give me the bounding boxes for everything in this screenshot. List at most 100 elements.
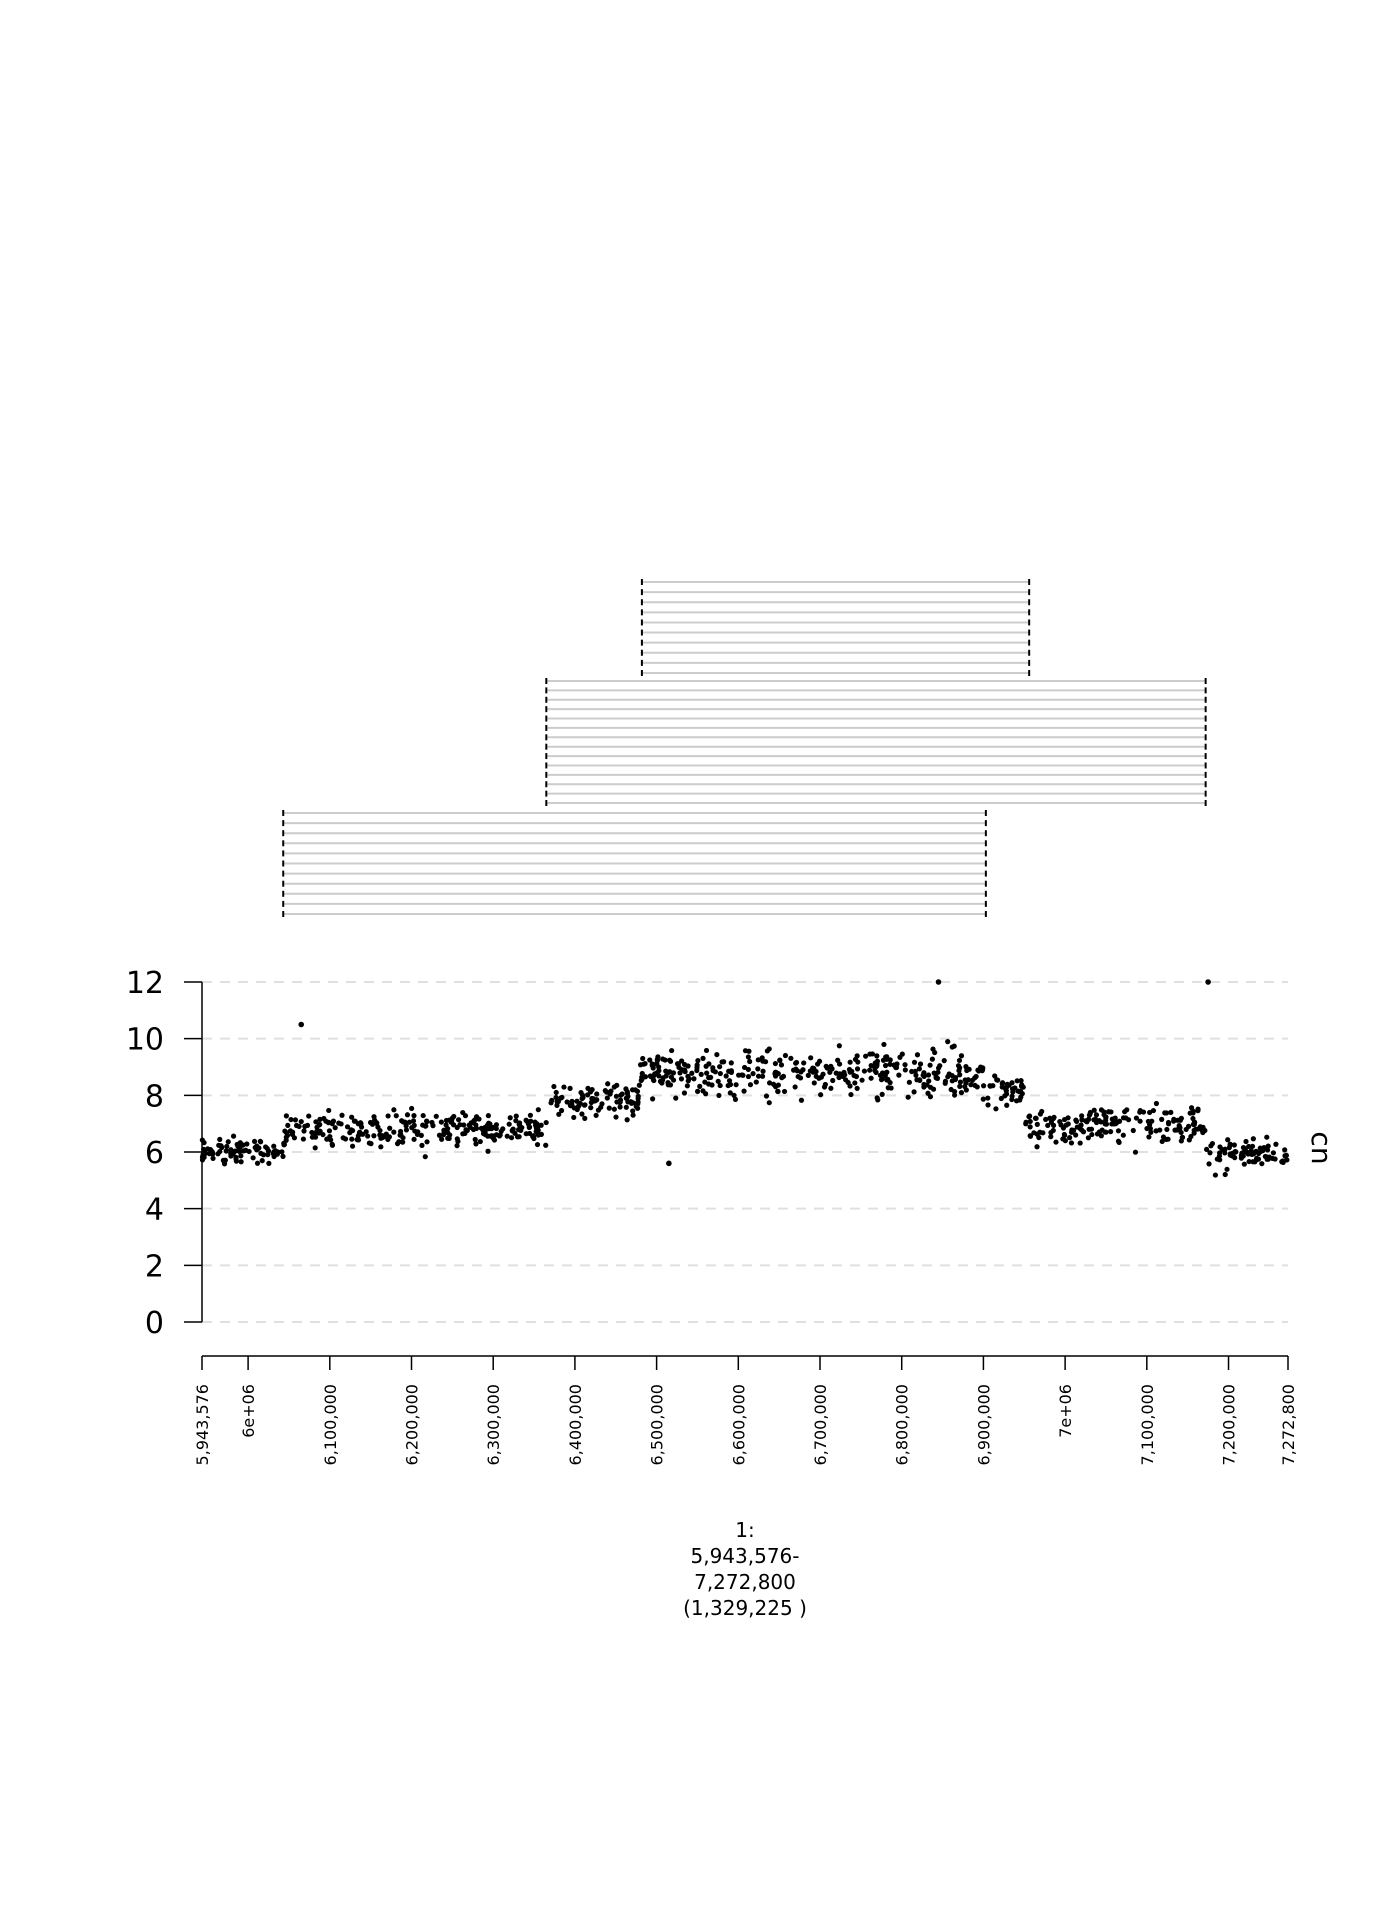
- data-point: [957, 1072, 963, 1078]
- data-point: [930, 1086, 937, 1092]
- data-point: [766, 1100, 772, 1106]
- data-point: [424, 1118, 430, 1125]
- data-point: [905, 1094, 911, 1100]
- data-point: [1265, 1143, 1271, 1149]
- data-point: [531, 1133, 537, 1139]
- data-point: [733, 1082, 739, 1088]
- data-point: [927, 1062, 933, 1068]
- data-point: [436, 1132, 443, 1138]
- x-axis-label-line: (1,329,225 ): [683, 1596, 807, 1620]
- data-point: [265, 1152, 271, 1158]
- data-point: [888, 1085, 894, 1091]
- data-point: [1246, 1158, 1252, 1165]
- data-point: [1086, 1126, 1092, 1132]
- data-point: [594, 1091, 600, 1097]
- data-point: [623, 1104, 629, 1110]
- data-point: [721, 1059, 727, 1065]
- data-point: [649, 1061, 655, 1067]
- data-point: [1250, 1136, 1256, 1142]
- data-point: [210, 1155, 216, 1161]
- data-point: [949, 1078, 955, 1084]
- data-point: [1027, 1124, 1033, 1130]
- data-point: [1112, 1115, 1118, 1121]
- data-point: [830, 1077, 836, 1084]
- data-point: [639, 1076, 645, 1082]
- data-point: [1217, 1144, 1223, 1150]
- x-axis-label: 1: 5,943,576- 7,272,800 (1,329,225 ): [683, 1518, 807, 1620]
- data-point: [778, 1062, 785, 1068]
- data-point: [1217, 1150, 1223, 1156]
- data-point: [847, 1059, 853, 1065]
- data-point: [282, 1128, 288, 1134]
- data-point: [1179, 1134, 1186, 1140]
- data-point: [535, 1127, 541, 1133]
- data-point: [1039, 1108, 1045, 1115]
- data-point: [535, 1107, 541, 1113]
- data-point: [811, 1066, 817, 1072]
- data-point: [1020, 1084, 1026, 1090]
- data-point: [482, 1131, 488, 1138]
- data-point: [1009, 1086, 1016, 1092]
- data-point: [371, 1133, 377, 1139]
- data-point: [854, 1066, 861, 1072]
- data-point: [797, 1075, 804, 1081]
- data-point: [411, 1136, 417, 1142]
- data-point: [999, 1084, 1005, 1090]
- data-point: [1018, 1078, 1024, 1084]
- data-point: [404, 1112, 411, 1118]
- data-point: [451, 1113, 457, 1120]
- data-point: [1253, 1157, 1260, 1163]
- x-tick-label: 5,943,576: [193, 1384, 212, 1465]
- data-point: [598, 1104, 604, 1110]
- data-point: [230, 1133, 237, 1139]
- data-point: [992, 1073, 998, 1079]
- data-point: [251, 1138, 258, 1145]
- data-point: [700, 1055, 706, 1061]
- data-point: [685, 1073, 691, 1079]
- data-point: [818, 1092, 824, 1098]
- data-point: [655, 1054, 661, 1060]
- data-point: [281, 1141, 287, 1148]
- data-point: [419, 1142, 425, 1148]
- data-point: [760, 1068, 766, 1074]
- data-point: [290, 1129, 296, 1135]
- data-point: [1147, 1125, 1153, 1132]
- data-point: [582, 1115, 588, 1121]
- data-point: [1083, 1118, 1089, 1124]
- data-point: [957, 1079, 964, 1085]
- data-point: [704, 1070, 710, 1076]
- data-point: [205, 1146, 211, 1152]
- data-point: [728, 1060, 734, 1066]
- data-point: [946, 1071, 952, 1077]
- data-point: [874, 1053, 880, 1059]
- data-point: [365, 1133, 371, 1139]
- data-point: [378, 1144, 384, 1150]
- data-point: [554, 1099, 560, 1105]
- data-point: [1078, 1127, 1085, 1133]
- data-point: [454, 1136, 460, 1142]
- data-point: [476, 1116, 482, 1122]
- data-point: [1026, 1114, 1032, 1120]
- data-point: [508, 1135, 515, 1141]
- data-point: [1101, 1109, 1107, 1115]
- x-axis-label-line: 1:: [735, 1518, 754, 1542]
- data-point: [980, 1066, 986, 1072]
- data-point: [853, 1073, 860, 1080]
- data-point: [1132, 1149, 1139, 1155]
- data-point: [375, 1124, 381, 1130]
- interval-group-top: [640, 579, 1031, 676]
- data-point: [228, 1147, 234, 1153]
- data-point: [215, 1151, 221, 1157]
- x-tick-label: 6,800,000: [893, 1384, 912, 1465]
- data-point: [1191, 1121, 1197, 1127]
- data-point: [604, 1095, 610, 1101]
- data-point: [314, 1128, 320, 1135]
- data-point: [911, 1089, 917, 1095]
- data-point: [292, 1117, 299, 1123]
- data-point: [677, 1070, 683, 1076]
- data-point: [313, 1119, 319, 1125]
- data-point: [321, 1115, 327, 1122]
- data-point: [1270, 1150, 1277, 1156]
- data-point: [455, 1117, 462, 1123]
- data-point: [1197, 1124, 1203, 1130]
